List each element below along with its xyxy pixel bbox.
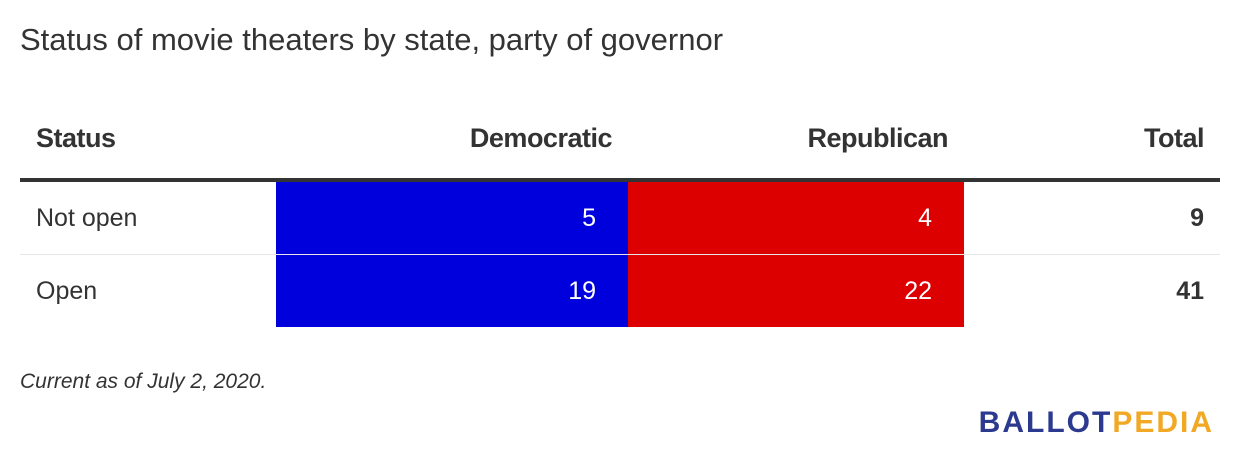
data-table: Status Democratic Republican Total Not o… <box>20 98 1220 327</box>
total-value-cell: 9 <box>964 180 1220 255</box>
democratic-value-cell: 19 <box>276 254 628 327</box>
column-header-republican: Republican <box>628 98 964 182</box>
logo-text-ballot: BALLOT <box>978 406 1113 439</box>
total-value-cell: 41 <box>1176 276 1204 305</box>
column-header-status: Status <box>20 98 276 182</box>
row-label-cell: Open <box>36 276 98 305</box>
republican-value-cell: 4 <box>628 180 964 255</box>
table-row: Open 19 22 41 <box>20 254 1220 327</box>
header-row: Status Democratic Republican Total <box>20 98 1220 182</box>
logo-text-pedia: PEDIA <box>1112 406 1214 439</box>
chart-title: Status of movie theaters by state, party… <box>20 22 724 57</box>
row-label-cell: Not open <box>20 180 276 255</box>
ballotpedia-logo: BALLOTPEDIA <box>979 406 1214 440</box>
republican-value-cell: 22 <box>628 254 964 327</box>
column-header-total: Total <box>964 98 1220 182</box>
footnote: Current as of July 2, 2020. <box>20 370 267 393</box>
democratic-value-cell: 5 <box>276 180 628 255</box>
column-header-democratic: Democratic <box>276 98 628 182</box>
table-row: Not open 5 4 9 <box>20 180 1220 255</box>
